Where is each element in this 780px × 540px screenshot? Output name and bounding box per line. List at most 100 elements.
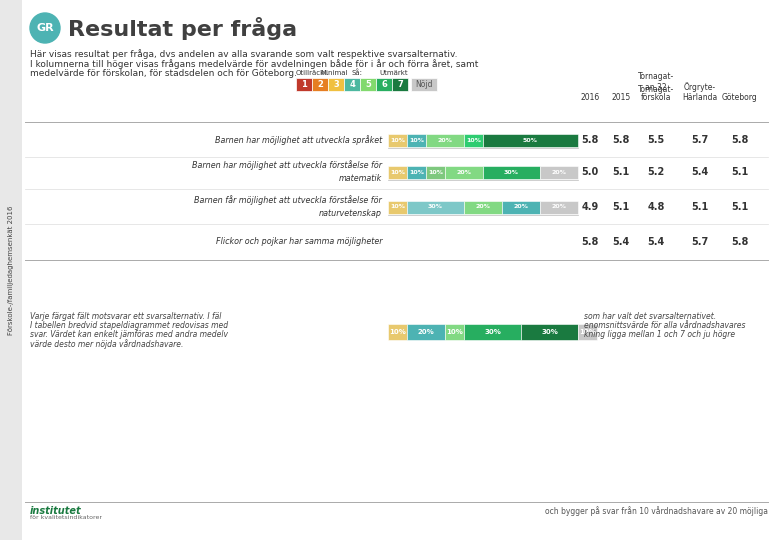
Text: 10%: 10% xyxy=(579,329,596,335)
Text: Barnen har möjlighet att utveckla språket: Barnen har möjlighet att utveckla språke… xyxy=(215,135,382,145)
Bar xyxy=(0,0,22,540)
Text: för kvalitetsindikatorer: för kvalitetsindikatorer xyxy=(30,515,102,520)
Bar xyxy=(464,324,521,340)
Text: 1: 1 xyxy=(301,80,307,89)
Text: 10%: 10% xyxy=(390,170,405,174)
Text: Otillräckl.: Otillräckl. xyxy=(296,70,329,76)
Text: matematik: matematik xyxy=(339,174,382,183)
Text: I tabellen bredvid stapeldiagrammet redovisas med: I tabellen bredvid stapeldiagrammet redo… xyxy=(30,321,228,330)
Text: Tornagat-: Tornagat- xyxy=(638,85,674,94)
Text: 5.1: 5.1 xyxy=(732,167,749,177)
Text: 20%: 20% xyxy=(417,329,434,335)
Text: 2: 2 xyxy=(317,80,323,89)
Text: 3: 3 xyxy=(333,80,339,89)
Text: 7: 7 xyxy=(397,80,403,89)
Bar xyxy=(388,324,407,340)
Text: 10%: 10% xyxy=(446,329,463,335)
Text: 5.4: 5.4 xyxy=(691,167,708,177)
Text: 30%: 30% xyxy=(428,205,443,210)
Bar xyxy=(388,133,407,146)
Text: 4.9: 4.9 xyxy=(581,202,598,212)
Text: värde desto mer nöjda vårdnadshavare.: värde desto mer nöjda vårdnadshavare. xyxy=(30,339,183,349)
Bar xyxy=(540,200,578,213)
Text: 5.0: 5.0 xyxy=(581,167,598,177)
Bar xyxy=(360,78,376,91)
Text: 10%: 10% xyxy=(390,205,405,210)
Bar xyxy=(445,165,483,179)
Text: 20%: 20% xyxy=(513,205,529,210)
Text: 50%: 50% xyxy=(523,138,538,143)
Text: 10%: 10% xyxy=(390,138,405,143)
Text: 5.8: 5.8 xyxy=(732,135,749,145)
Text: Barnen får möjlighet att utveckla förståelse för: Barnen får möjlighet att utveckla förstå… xyxy=(194,195,382,205)
Text: 5.8: 5.8 xyxy=(581,237,599,247)
Text: medelvärde för förskolan, för stadsdelen och för Göteborg.: medelvärde för förskolan, för stadsdelen… xyxy=(30,69,297,78)
Text: 5.8: 5.8 xyxy=(612,135,629,145)
Bar xyxy=(392,78,408,91)
Text: 5.8: 5.8 xyxy=(732,237,749,247)
Text: Barnen har möjlighet att utveckla förståelse för: Barnen har möjlighet att utveckla förstå… xyxy=(192,160,382,170)
Text: Resultat per fråga: Resultat per fråga xyxy=(68,17,297,39)
Text: svar. Värdet kan enkelt jämföras med andra medelv: svar. Värdet kan enkelt jämföras med and… xyxy=(30,330,228,339)
Bar xyxy=(407,324,445,340)
Bar xyxy=(483,133,578,146)
Bar xyxy=(540,165,578,179)
Text: 5.7: 5.7 xyxy=(691,237,708,247)
Text: 5.1: 5.1 xyxy=(612,202,629,212)
Bar xyxy=(483,165,540,179)
Bar xyxy=(426,165,445,179)
Text: 10%: 10% xyxy=(409,138,424,143)
Text: 20%: 20% xyxy=(551,205,566,210)
Bar xyxy=(376,78,392,91)
Bar xyxy=(296,78,312,91)
Text: 20%: 20% xyxy=(551,170,566,174)
Text: Tornagat-
an 32
förskola: Tornagat- an 32 förskola xyxy=(638,72,674,102)
Text: 5.4: 5.4 xyxy=(647,237,665,247)
Bar xyxy=(521,324,578,340)
Text: institutet: institutet xyxy=(30,506,82,516)
Text: 5.1: 5.1 xyxy=(612,167,629,177)
Text: 30%: 30% xyxy=(504,170,519,174)
Bar xyxy=(407,133,426,146)
Text: 2016: 2016 xyxy=(580,93,600,102)
Text: 5.2: 5.2 xyxy=(647,167,665,177)
Bar xyxy=(344,78,360,91)
Bar xyxy=(411,78,437,91)
Bar xyxy=(407,165,426,179)
Bar xyxy=(445,324,464,340)
Text: 20%: 20% xyxy=(456,170,471,174)
Text: 5.1: 5.1 xyxy=(732,202,749,212)
Text: 5.7: 5.7 xyxy=(691,135,708,145)
Text: Utmärkt: Utmärkt xyxy=(379,70,408,76)
Text: 30%: 30% xyxy=(484,329,501,335)
Text: Örgryte-
Härlanda: Örgryte- Härlanda xyxy=(682,82,718,102)
Text: och bygger på svar från 10 vårdnadshavare av 20 möjliga: och bygger på svar från 10 vårdnadshavar… xyxy=(545,506,768,516)
Text: 10%: 10% xyxy=(466,138,481,143)
Bar xyxy=(464,133,483,146)
Text: 2015: 2015 xyxy=(612,93,630,102)
Text: Förskole-/familjedaghemsenkät 2016: Förskole-/familjedaghemsenkät 2016 xyxy=(8,205,14,335)
Text: naturvetenskap: naturvetenskap xyxy=(319,209,382,218)
Text: 5: 5 xyxy=(365,80,371,89)
Text: 5.8: 5.8 xyxy=(581,135,599,145)
Text: Minimal: Minimal xyxy=(320,70,348,76)
Text: Varje färgat fält motsvarar ett svarsalternativ. I fäl: Varje färgat fält motsvarar ett svarsalt… xyxy=(30,312,222,321)
Bar xyxy=(426,133,464,146)
Text: 10%: 10% xyxy=(389,329,406,335)
Bar xyxy=(502,200,540,213)
Text: 6: 6 xyxy=(381,80,387,89)
Text: enomsnittsvärde för alla vårdnadshavares: enomsnittsvärde för alla vårdnadshavares xyxy=(584,321,746,330)
Bar xyxy=(388,165,407,179)
Text: kning ligga mellan 1 och 7 och ju högre: kning ligga mellan 1 och 7 och ju högre xyxy=(584,330,735,339)
Bar xyxy=(312,78,328,91)
Text: 5.5: 5.5 xyxy=(647,135,665,145)
Text: 30%: 30% xyxy=(541,329,558,335)
Bar xyxy=(464,200,502,213)
Text: Nöjd: Nöjd xyxy=(415,80,433,89)
Bar xyxy=(407,200,464,213)
Bar xyxy=(388,200,407,213)
Bar xyxy=(578,324,597,340)
Text: som har valt det svarsalternativet.: som har valt det svarsalternativet. xyxy=(584,312,716,321)
Text: I kolumnerna till höger visas frågans medelvärde för avdelningen både för i år o: I kolumnerna till höger visas frågans me… xyxy=(30,59,478,69)
Text: 20%: 20% xyxy=(438,138,452,143)
